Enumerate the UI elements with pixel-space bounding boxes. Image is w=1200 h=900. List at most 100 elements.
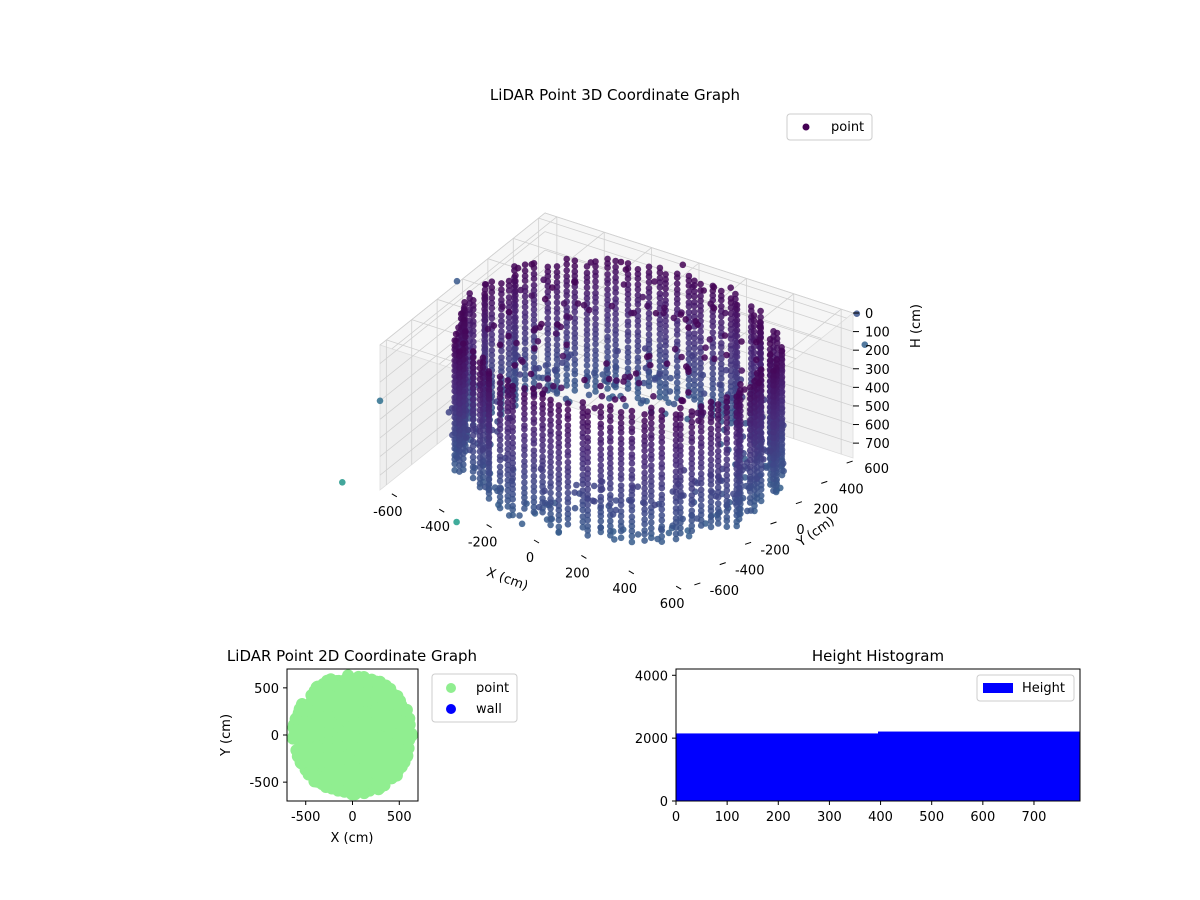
plot3d-point xyxy=(714,401,722,408)
plot3d-point xyxy=(746,384,754,391)
plot3d-point xyxy=(617,460,625,467)
plot3d-point xyxy=(613,377,620,384)
plot2d-point xyxy=(318,777,331,790)
plot3d-point xyxy=(504,471,512,478)
plot3d-point xyxy=(691,288,698,295)
plot3d-point xyxy=(498,290,505,298)
plot2d-point xyxy=(385,772,398,785)
plot3d-point xyxy=(607,485,614,492)
plot3d-point xyxy=(691,376,698,384)
plot3d-point xyxy=(530,466,538,474)
plot3d-point xyxy=(469,474,477,482)
plot3d-point xyxy=(470,338,477,346)
plot3d-point xyxy=(555,412,563,420)
plot3d-point xyxy=(634,531,642,538)
plot2d-points xyxy=(287,669,418,801)
plot3d-point xyxy=(770,423,777,431)
plot3d-point xyxy=(685,309,693,316)
plot3d-point xyxy=(583,316,591,323)
plot3d-point xyxy=(723,404,731,411)
plot3d-point xyxy=(645,294,653,301)
plot3d-point xyxy=(697,459,705,467)
plot2d-point xyxy=(360,677,373,690)
plot3d-point xyxy=(723,482,731,489)
plot3d-point xyxy=(770,367,777,375)
plot3d-point xyxy=(505,345,513,352)
plot3d-point xyxy=(658,500,666,508)
plot3d-xtick-label: 400 xyxy=(612,582,637,597)
plot3d-point xyxy=(584,511,591,519)
plot3d-point xyxy=(746,400,754,408)
plot3d-point xyxy=(738,367,745,374)
plot3d-point xyxy=(707,418,715,426)
plot3d-point xyxy=(597,451,605,459)
plot3d-point xyxy=(592,298,599,306)
plot3d-point xyxy=(592,278,599,285)
plot3d-point xyxy=(456,373,463,381)
plot3d-point xyxy=(604,280,611,287)
plot3d-point xyxy=(539,447,546,455)
plot3d-xtick xyxy=(438,508,445,513)
plot3d-point xyxy=(714,473,722,481)
plot3d-point xyxy=(530,503,538,511)
plot2d-point xyxy=(390,752,403,765)
plot3d-point xyxy=(544,355,552,363)
plot3d-point xyxy=(498,322,505,329)
plot2d-point xyxy=(307,742,320,755)
plot3d-point xyxy=(709,313,717,320)
plot3d-point xyxy=(685,324,692,331)
plot3d-point xyxy=(530,379,538,387)
plot3d-point xyxy=(592,347,599,354)
plot3d-point xyxy=(733,374,741,382)
plot3d-point xyxy=(697,480,705,487)
plot3d-point xyxy=(688,455,696,463)
plot3d-point xyxy=(760,456,767,463)
plot3d-point xyxy=(521,462,528,470)
plot3d-point xyxy=(505,350,513,357)
plot3d-point xyxy=(579,423,587,431)
plot3d-point xyxy=(456,389,463,397)
plot3d-point xyxy=(564,499,572,506)
plot3d-point xyxy=(496,456,504,464)
plot3d-point xyxy=(564,415,572,423)
plot3d-point xyxy=(579,501,587,509)
plot3d-point xyxy=(527,370,535,378)
plot3d-point xyxy=(693,515,701,522)
plot3d-point xyxy=(714,520,722,527)
plot3d-point xyxy=(469,348,477,355)
plot3d-point xyxy=(612,284,619,292)
plot2d-title: LiDAR Point 2D Coordinate Graph xyxy=(227,647,477,665)
plot3d-point xyxy=(547,510,554,518)
plot3d-point xyxy=(718,303,725,310)
plot2d-xlabel: X (cm) xyxy=(331,831,374,846)
plot3d-point xyxy=(499,303,506,311)
plot3d-point xyxy=(658,438,666,446)
plot3d-point xyxy=(673,373,681,380)
plot3d-point xyxy=(597,502,605,510)
plot3d-point xyxy=(547,421,554,429)
plot3d-point xyxy=(648,446,655,454)
plot3d-point xyxy=(563,334,570,341)
plot3d-point xyxy=(470,332,477,339)
plot3d-point xyxy=(564,437,572,444)
plot3d-point xyxy=(481,300,488,308)
plot3d-point xyxy=(597,477,605,485)
plot3d-point xyxy=(504,434,512,441)
plot3d-ytick xyxy=(846,460,853,464)
plot3d-point xyxy=(531,345,538,352)
plot3d-point xyxy=(558,359,566,367)
plot3d-point xyxy=(469,374,477,382)
plot3d-point xyxy=(733,445,740,453)
plot3d-point xyxy=(564,427,572,434)
plot3d-point xyxy=(691,334,698,342)
plot2d-point xyxy=(327,771,340,784)
plot3d-point xyxy=(521,425,528,433)
plot3d-xtick-label: 200 xyxy=(565,566,590,581)
plot3d-point xyxy=(746,390,754,398)
plot3d-point xyxy=(733,343,741,351)
plot3d-point xyxy=(617,455,625,463)
plot3d-point xyxy=(746,468,754,476)
plot3d-point xyxy=(691,396,698,403)
plot3d-point xyxy=(456,348,463,355)
plot3d-point xyxy=(718,370,725,377)
